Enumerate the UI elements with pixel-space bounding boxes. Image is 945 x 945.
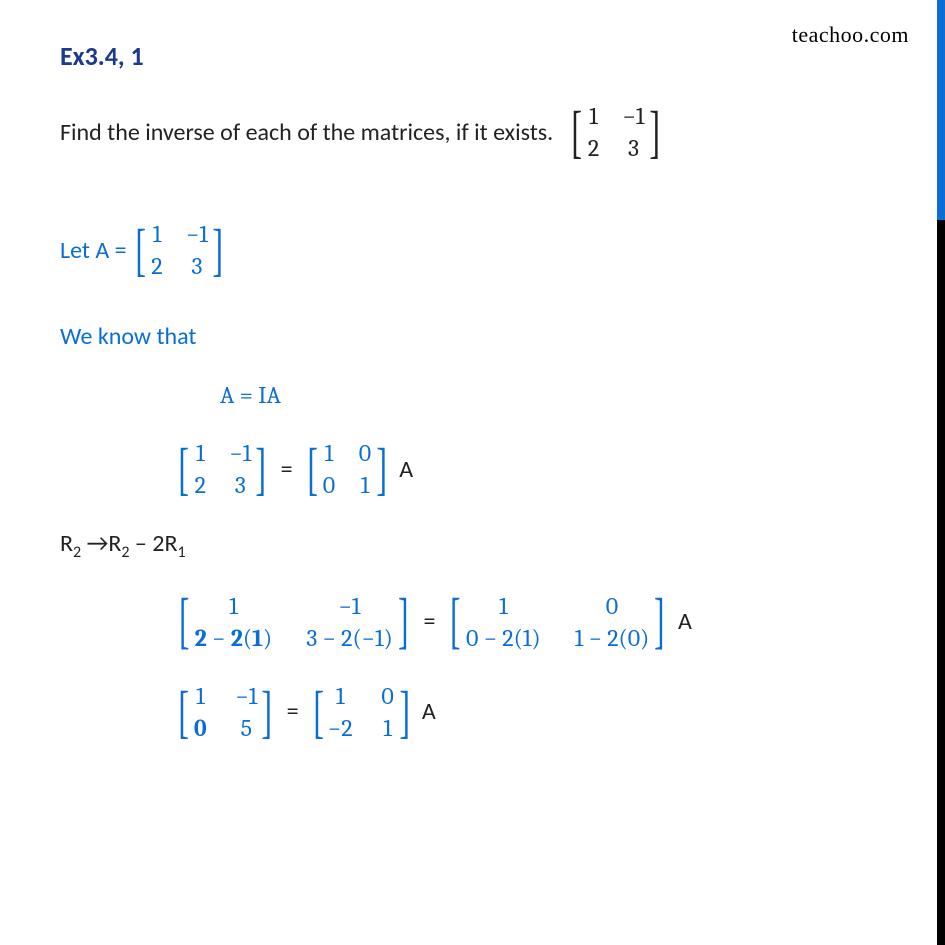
- s1r-11: 1: [322, 439, 336, 467]
- s1l-11: 1: [193, 439, 207, 467]
- s3l-12: −1: [235, 682, 257, 710]
- let-a-line: Let A = [ 1 2 −1 3 ]: [60, 220, 895, 280]
- s3l-22: 5: [235, 714, 257, 742]
- qm-12: −1: [623, 102, 645, 130]
- eq3: =: [287, 697, 299, 726]
- step2-row: [ 1 2 − 2(1) −1 3 − 2(−1) ] = [ 1 0 − 2(…: [170, 592, 895, 652]
- s1l-12: −1: [229, 439, 251, 467]
- watermark: teachoo.com: [792, 22, 909, 48]
- s3l-21: 0: [193, 714, 207, 742]
- step1-rhs: [ 1 0 0 1 ]: [303, 439, 392, 499]
- sub2b: 2: [121, 543, 129, 562]
- s3r-11: 1: [328, 682, 353, 710]
- s2l-11: 1: [195, 592, 273, 620]
- right-stripe-black: [937, 220, 945, 945]
- s2l-21-c: 2: [231, 624, 243, 652]
- step1-row: [ 1 2 −1 3 ] = [ 1 0 0 1 ] A: [170, 439, 895, 499]
- qm-21: 2: [587, 134, 601, 162]
- s2l-21-d: (: [243, 624, 252, 652]
- exercise-title: Ex3.4, 1: [60, 40, 895, 72]
- row-op-line: R2 →R2 – 2R1: [60, 529, 895, 562]
- page-content: Ex3.4, 1 Find the inverse of each of the…: [0, 0, 945, 742]
- s2l-21-b: −: [207, 624, 231, 652]
- question-row: Find the inverse of each of the matrices…: [60, 102, 895, 162]
- s2r-22: 1 − 2(0): [575, 624, 650, 652]
- step3-rhs: [ 1 −2 0 1 ]: [309, 682, 414, 742]
- qm-11: 1: [587, 102, 601, 130]
- qm-22: 3: [623, 134, 645, 162]
- s1r-12: 0: [358, 439, 372, 467]
- right-stripe-blue: [937, 0, 945, 220]
- question-matrix: [ 1 2 −1 3 ]: [567, 102, 664, 162]
- s3r-21: −2: [328, 714, 353, 742]
- s1l-21: 2: [193, 471, 207, 499]
- sub1: 1: [177, 543, 185, 562]
- s3l-11: 1: [193, 682, 207, 710]
- s2l-12: −1: [306, 592, 393, 620]
- s3r-12: 0: [381, 682, 395, 710]
- la-22: 3: [186, 252, 208, 280]
- s2l-21-f: ): [263, 624, 272, 652]
- let-a-matrix: [ 1 2 −1 3 ]: [131, 220, 228, 280]
- minus: –: [135, 529, 147, 558]
- s2r-11: 1: [466, 592, 541, 620]
- eq1: =: [281, 455, 293, 484]
- eq2: =: [423, 607, 435, 636]
- step2-lhs: [ 1 2 − 2(1) −1 3 − 2(−1) ]: [174, 592, 413, 652]
- s2r-21: 0 − 2(1): [466, 624, 541, 652]
- A2: A: [678, 607, 692, 636]
- la-12: −1: [186, 220, 208, 248]
- a-equals-ia: A = IA: [220, 381, 895, 409]
- s1l-22: 3: [229, 471, 251, 499]
- step1-lhs: [ 1 2 −1 3 ]: [174, 439, 271, 499]
- sub2a: 2: [73, 543, 81, 562]
- s2l-22: 3 − 2(−1): [306, 624, 393, 652]
- s2l-21-a: 2: [195, 624, 207, 652]
- let-a-text: Let A =: [60, 236, 127, 265]
- la-21: 2: [150, 252, 164, 280]
- step3-row: [ 1 0 −1 5 ] = [ 1 −2 0 1 ] A: [170, 682, 895, 742]
- A3: A: [422, 697, 436, 726]
- two: 2: [152, 529, 164, 558]
- step2-rhs: [ 1 0 − 2(1) 0 1 − 2(0) ]: [445, 592, 670, 652]
- arrow: →: [87, 529, 109, 558]
- s2l-21-e: 1: [252, 624, 263, 652]
- R-a: R: [60, 529, 73, 558]
- step3-lhs: [ 1 0 −1 5 ]: [174, 682, 277, 742]
- A1: A: [399, 455, 413, 484]
- R-c: R: [164, 529, 177, 558]
- la-11: 1: [150, 220, 164, 248]
- question-text: Find the inverse of each of the matrices…: [60, 118, 553, 147]
- s2r-12: 0: [575, 592, 650, 620]
- s2l-21: 2 − 2(1): [195, 624, 273, 652]
- s1r-21: 0: [322, 471, 336, 499]
- s1r-22: 1: [358, 471, 372, 499]
- we-know-text: We know that: [60, 322, 895, 351]
- s3r-22: 1: [381, 714, 395, 742]
- R-b: R: [108, 529, 121, 558]
